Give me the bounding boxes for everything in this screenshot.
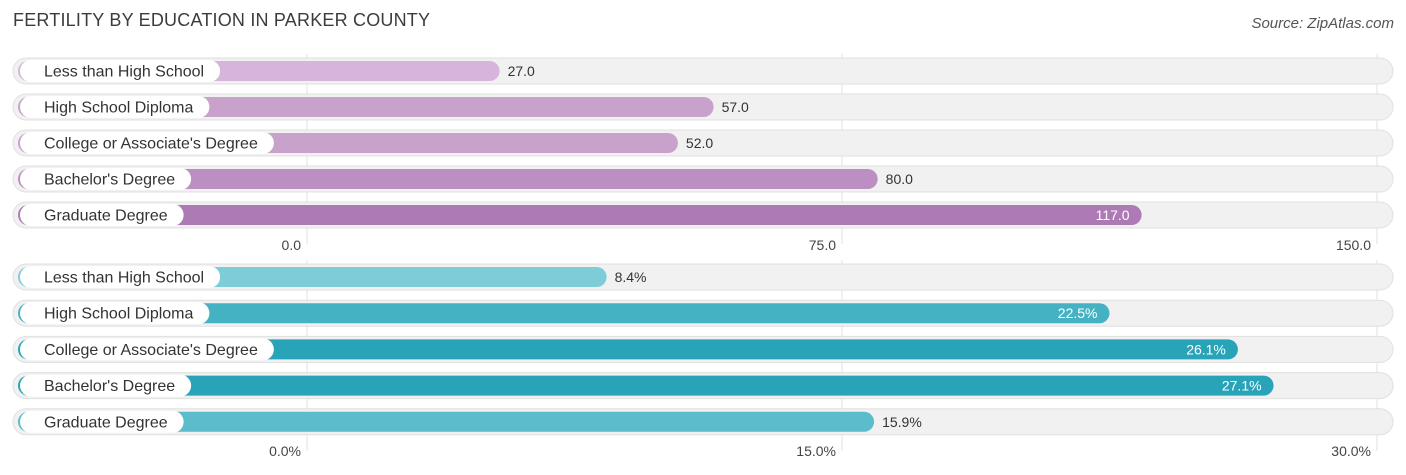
category-label: College or Associate's Degree [44, 342, 258, 359]
value-label: 117.0 [1096, 207, 1130, 223]
x-tick-label: 30.0% [1331, 443, 1371, 459]
value-label: 22.5% [1058, 305, 1098, 321]
value-label: 15.9% [882, 414, 922, 430]
chart-panel-2: Less than High School 8.4% High School Dip… [12, 260, 1394, 459]
category-pill [20, 96, 210, 118]
value-label: 52.0 [686, 135, 713, 151]
bar [18, 169, 878, 189]
category-pill [20, 204, 184, 226]
bar [18, 411, 875, 432]
category-pill [20, 266, 221, 288]
value-label: 80.0 [886, 171, 913, 187]
x-tick-label: 15.0% [796, 443, 836, 459]
category-label: College or Associate's Degree [44, 136, 258, 153]
bar [18, 205, 1142, 225]
x-tick-label: 150.0 [1336, 237, 1371, 253]
value-label: 8.4% [615, 269, 647, 285]
category-pill [20, 410, 184, 433]
category-label: Bachelor's Degree [44, 378, 175, 395]
bar [18, 375, 1274, 396]
category-label: Graduate Degree [44, 208, 168, 225]
bar [18, 339, 1238, 360]
category-pill [20, 60, 221, 82]
category-pill [20, 132, 274, 154]
category-pill [20, 338, 274, 361]
x-tick-label: 75.0 [809, 237, 836, 253]
category-label: Less than High School [44, 270, 204, 287]
chart-title: FERTILITY BY EDUCATION IN PARKER COUNTY [13, 10, 431, 30]
value-label: 26.1% [1186, 341, 1226, 357]
x-tick-label: 0.0 [282, 237, 302, 253]
category-label: Less than High School [44, 64, 204, 81]
chart-panel-1: Less than High School 27.0 High School Dip… [12, 54, 1394, 253]
category-label: Bachelor's Degree [44, 172, 175, 189]
category-label: High School Diploma [44, 306, 194, 323]
source-credit: Source: ZipAtlas.com [1251, 15, 1394, 32]
category-label: Graduate Degree [44, 414, 168, 431]
category-pill [20, 302, 210, 325]
value-label: 27.1% [1222, 378, 1262, 394]
category-pill [20, 374, 192, 397]
value-label: 57.0 [722, 99, 749, 115]
x-tick-label: 0.0% [269, 443, 301, 459]
value-label: 27.0 [508, 63, 535, 79]
category-label: High School Diploma [44, 100, 194, 117]
category-pill [20, 168, 192, 190]
bar [18, 303, 1110, 324]
